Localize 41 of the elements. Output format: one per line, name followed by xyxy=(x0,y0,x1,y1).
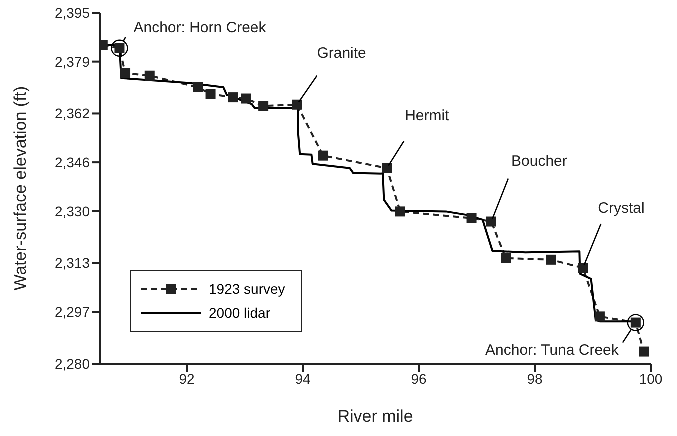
y-axis-title: Water-surface elevation (ft) xyxy=(11,86,30,291)
point xyxy=(466,213,477,224)
y-tick-label: 2,395 xyxy=(54,4,90,21)
point xyxy=(594,312,605,322)
annotation: Anchor: Horn Creek xyxy=(134,19,267,36)
annotation: Boucher xyxy=(512,152,568,170)
legend-label: 1923 survey xyxy=(209,281,286,297)
point xyxy=(382,163,392,174)
point xyxy=(546,254,556,265)
point xyxy=(639,346,650,357)
annotation: Crystal xyxy=(598,200,645,218)
annotation: Anchor: Tuna Creek xyxy=(486,342,620,359)
point xyxy=(228,92,238,103)
y-tick-label: 2,313 xyxy=(54,255,90,272)
x-tick-label: 100 xyxy=(639,370,663,387)
annotation: Granite xyxy=(317,44,366,62)
y-tick-label: 2,346 xyxy=(54,154,90,171)
x-tick-label: 98 xyxy=(527,370,543,387)
y-tick-label: 2,280 xyxy=(54,356,90,372)
annotation: Hermit xyxy=(405,107,450,124)
point xyxy=(486,216,496,227)
point xyxy=(193,82,204,92)
y-tick-label: 2,330 xyxy=(54,203,90,220)
point xyxy=(144,70,155,81)
point xyxy=(258,101,269,112)
y-tick-label: 2,379 xyxy=(54,54,90,70)
x-tick-label: 92 xyxy=(179,370,195,387)
legend-label: 2000 lidar xyxy=(209,305,270,321)
x-tick-label: 94 xyxy=(295,370,311,387)
point xyxy=(578,263,588,274)
point xyxy=(501,253,511,264)
point xyxy=(120,68,131,78)
point xyxy=(292,100,302,110)
y-tick-label: 2,362 xyxy=(54,106,90,122)
x-tick-label: 96 xyxy=(411,370,427,387)
y-tick-label: 2,297 xyxy=(54,304,90,320)
x-axis-title: River mile xyxy=(338,407,414,426)
point xyxy=(241,94,252,104)
point xyxy=(395,206,406,217)
point xyxy=(206,89,216,100)
point xyxy=(318,150,328,161)
